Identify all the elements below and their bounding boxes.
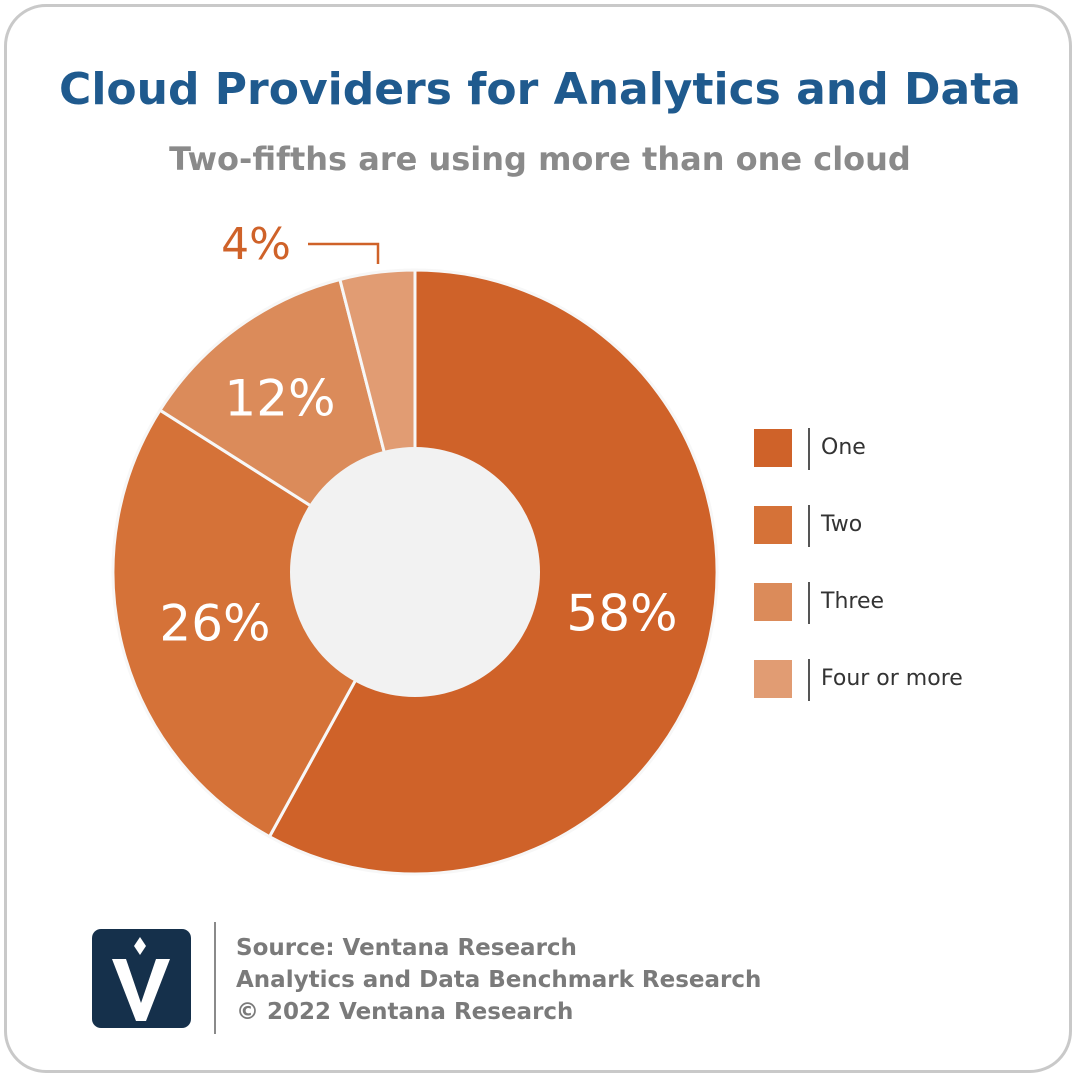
legend-item-two: Two [754, 505, 1054, 547]
footer-copyright: © 2022 Ventana Research [236, 999, 574, 1025]
slice-label-one: 58% [566, 585, 677, 643]
donut-hole [290, 447, 540, 697]
legend-swatch [754, 506, 792, 544]
pie-slice-two [111, 408, 417, 839]
ventana-v-logo-icon [92, 929, 191, 1028]
legend-divider [808, 505, 810, 547]
legend-item-three: Three [754, 582, 1054, 624]
slice-label-two: 26% [159, 595, 270, 653]
legend: One Two Three Four or more [754, 428, 1054, 736]
legend-label: Three [821, 589, 885, 614]
legend-divider [808, 428, 810, 470]
footer-study: Analytics and Data Benchmark Research [236, 967, 762, 993]
legend-label: Four or more [821, 666, 963, 691]
slice-label-callout [308, 242, 380, 264]
footer-source: Source: Ventana Research [236, 935, 577, 961]
legend-divider [808, 582, 810, 624]
legend-swatch [754, 660, 792, 698]
legend-swatch [754, 429, 792, 467]
slice-label-four-or-more: 4% [221, 219, 291, 270]
legend-item-one: One [754, 428, 1054, 470]
chart-subtitle: Two-fifths are using more than one cloud [169, 140, 911, 178]
legend-label: Two [821, 512, 863, 537]
legend-swatch [754, 583, 792, 621]
slice-label-three: 12% [224, 370, 335, 428]
legend-divider [808, 659, 810, 701]
legend-label: One [821, 435, 866, 460]
footer-divider [214, 922, 216, 1034]
legend-item-four-or-more: Four or more [754, 659, 1054, 701]
chart-title: Cloud Providers for Analytics and Data [59, 64, 1021, 115]
